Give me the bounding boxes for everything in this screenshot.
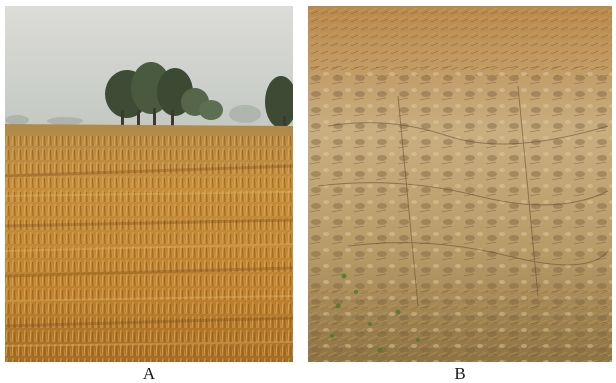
photo-a-svg xyxy=(5,6,293,362)
photo-b-svg xyxy=(308,6,612,362)
cracks xyxy=(317,85,609,307)
panel-b-label: B xyxy=(454,364,466,383)
distant-trees xyxy=(5,105,261,125)
stubble-shadows xyxy=(5,164,293,328)
tree-cluster xyxy=(105,62,293,132)
panel-a-label: A xyxy=(142,364,156,383)
weed-seedlings xyxy=(330,273,420,353)
photo-a-paddy-stubble-field xyxy=(5,6,293,362)
stubble-highlights xyxy=(5,191,293,347)
photo-b-dry-soil-stubble xyxy=(308,6,612,362)
